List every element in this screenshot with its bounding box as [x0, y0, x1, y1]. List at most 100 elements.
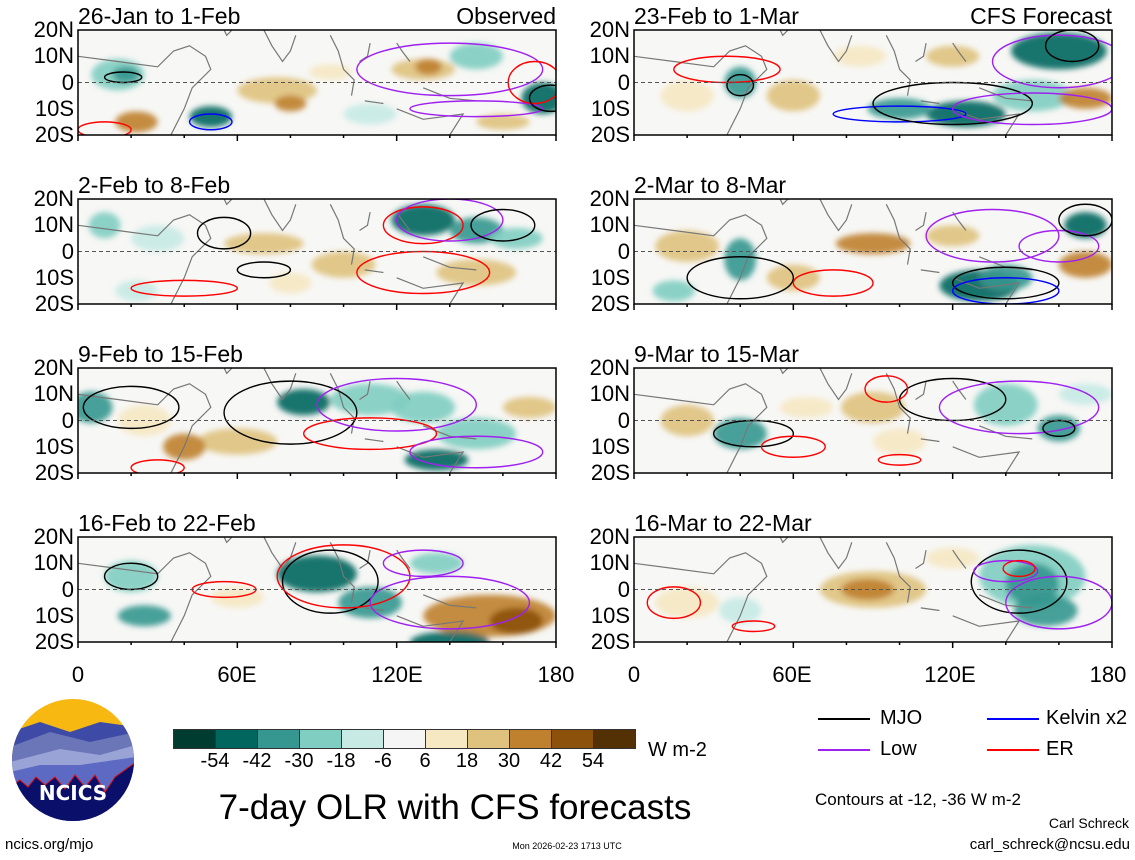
- colorbar-swatch: [384, 730, 426, 748]
- colorbar-label: -42: [242, 750, 272, 772]
- colorbar-label: -18: [326, 750, 356, 772]
- lat-label: 10N: [589, 381, 630, 407]
- wave-contour: [1058, 203, 1112, 237]
- colorbar-label: 42: [539, 750, 563, 772]
- lat-label: 0: [617, 576, 630, 602]
- lat-label: 20S: [590, 629, 630, 654]
- wave-contour: [938, 380, 1100, 435]
- wave-contour: [792, 269, 874, 297]
- wave-contour: [281, 549, 379, 614]
- map-frame: [77, 367, 557, 474]
- olr-map: [633, 29, 1113, 141]
- lat-label: 20S: [34, 460, 74, 485]
- olr-anomaly-shading: [713, 417, 767, 450]
- olr-anomaly-shading: [1058, 383, 1112, 405]
- colorbar-swatch: [216, 730, 258, 748]
- olr-anomaly-shading: [489, 227, 543, 249]
- lat-label: 10N: [33, 43, 74, 69]
- olr-anomaly-shading: [841, 391, 905, 424]
- map-frame: [633, 536, 1113, 643]
- legend-mjo-line: [818, 718, 870, 720]
- olr-anomaly-shading: [274, 95, 307, 112]
- lat-label: 10S: [590, 602, 630, 628]
- colorbar-label: -6: [374, 750, 392, 772]
- olr-anomaly-shading: [655, 230, 719, 262]
- olr-anomaly-shading: [131, 225, 185, 252]
- olr-anomaly-shading: [224, 233, 304, 255]
- wave-contour: [130, 459, 185, 473]
- wave-contour: [1042, 419, 1076, 437]
- wave-contour: [877, 453, 922, 466]
- lat-label: 20N: [33, 355, 74, 380]
- lat-label: 20S: [34, 122, 74, 147]
- figure-title: 7-day OLR with CFS forecasts: [218, 788, 692, 827]
- lat-label: 20S: [590, 460, 630, 485]
- lat-label: 20N: [33, 17, 74, 42]
- lat-label: 0: [61, 407, 74, 433]
- colorbar-swatch: [510, 730, 552, 748]
- olr-anomaly-shading: [343, 103, 397, 125]
- coastline: [634, 30, 1033, 135]
- coastline: [78, 368, 477, 473]
- lat-label: 0: [617, 69, 630, 95]
- olr-anomaly-shading: [1058, 251, 1112, 278]
- author: Carl Schreck: [1048, 815, 1129, 831]
- wave-contour: [130, 279, 239, 297]
- olr-anomaly-shading: [115, 280, 158, 302]
- panel-source-label: Observed: [456, 3, 556, 29]
- wave-contour: [188, 113, 233, 131]
- map-frame: [77, 198, 557, 305]
- olr-anomaly-shading: [415, 58, 442, 75]
- colorbar-label: 54: [581, 750, 605, 772]
- website-url[interactable]: ncics.org/mjo: [5, 836, 94, 853]
- lon-label: 0: [627, 662, 641, 687]
- map-frame: [633, 367, 1113, 474]
- lat-label: 20N: [589, 524, 630, 549]
- olr-anomaly-shading: [780, 396, 834, 418]
- olr-anomaly-shading: [660, 79, 714, 112]
- colorbar-swatch: [594, 730, 635, 748]
- wave-contour: [82, 385, 180, 430]
- lat-label: 10S: [34, 433, 74, 459]
- olr-anomaly-shading: [391, 204, 456, 236]
- olr-anomaly-shading: [436, 417, 517, 450]
- wave-contour: [78, 121, 132, 135]
- lat-label: 10S: [590, 95, 630, 121]
- lat-label: 0: [617, 407, 630, 433]
- wave-contour: [686, 256, 795, 300]
- olr-map: [77, 198, 557, 310]
- lat-label: 10N: [33, 550, 74, 576]
- wave-contour: [731, 620, 776, 633]
- wave-contour: [196, 216, 252, 250]
- legend-kelvin-line: [987, 718, 1039, 720]
- olr-anomaly-shading: [1058, 87, 1112, 109]
- coastline: [78, 537, 477, 642]
- wave-contour: [103, 562, 159, 591]
- olr-anomaly-shading: [652, 280, 696, 302]
- wave-contour: [832, 105, 967, 123]
- olr-map: [633, 536, 1113, 648]
- coastline: [634, 368, 1033, 473]
- lat-label: 0: [61, 576, 74, 602]
- wave-contour: [409, 435, 544, 469]
- olr-anomaly-shading: [88, 212, 121, 239]
- colorbar-swatch: [258, 730, 300, 748]
- author-email[interactable]: carl_schreck@ncsu.edu: [969, 836, 1130, 853]
- wave-contour: [356, 42, 544, 97]
- olr-anomaly-shading: [489, 607, 543, 635]
- lon-label: 60E: [772, 662, 812, 687]
- wave-contour: [409, 100, 544, 118]
- olr-anomaly-shading: [660, 404, 714, 437]
- lat-label: 20N: [589, 17, 630, 42]
- coastline: [78, 199, 477, 304]
- lat-label: 20N: [589, 186, 630, 211]
- olr-anomaly-shading: [409, 552, 464, 574]
- olr-anomaly-shading: [973, 383, 1038, 426]
- timestamp: Mon 2026-02-23 1713 UTC: [512, 841, 622, 851]
- olr-anomaly-shading: [277, 389, 331, 416]
- wave-contour: [470, 208, 536, 242]
- lon-label: 0: [71, 662, 85, 687]
- colorbar-label: 6: [419, 750, 431, 772]
- wave-contour: [1002, 559, 1036, 578]
